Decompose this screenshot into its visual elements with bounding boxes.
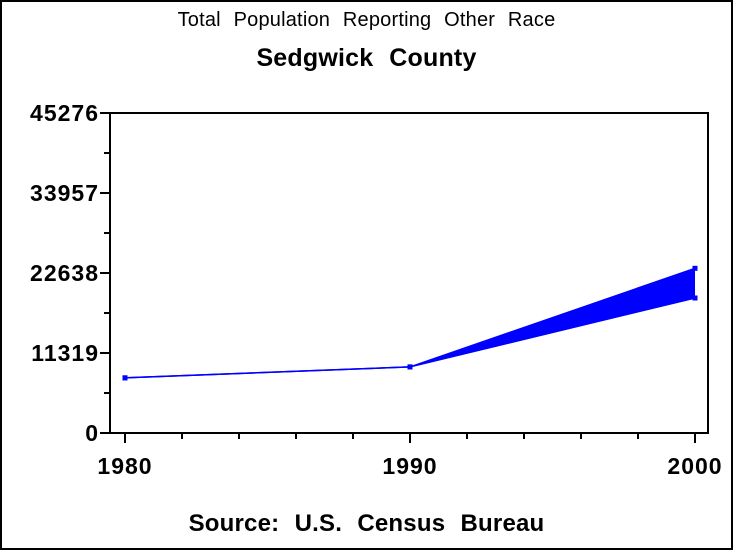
- chart-title: Total Population Reporting Other Race: [177, 9, 556, 31]
- x-axis-tick-label: 1990: [382, 453, 437, 479]
- data-point-marker: [407, 364, 413, 370]
- y-axis-tick-label: 33957: [30, 180, 99, 206]
- series-band-fill: [125, 268, 695, 378]
- x-axis-tick-label: 2000: [667, 453, 722, 479]
- y-axis-tick-label: 22638: [30, 260, 99, 286]
- data-point-marker: [692, 265, 698, 271]
- x-axis-tick-label: 1980: [97, 453, 152, 479]
- data-point-marker: [692, 295, 698, 301]
- chart-subtitle: Sedgwick County: [256, 44, 477, 72]
- y-axis-tick-label: 0: [85, 420, 99, 446]
- plot-frame: [109, 112, 709, 434]
- y-axis-tick-label: 11319: [31, 340, 99, 366]
- data-point-marker: [122, 375, 128, 381]
- series-line-upper-bound: [124, 267, 696, 379]
- source-footnote: Source: U.S. Census Bureau: [188, 510, 545, 537]
- y-axis-tick-label: 45276: [30, 100, 99, 126]
